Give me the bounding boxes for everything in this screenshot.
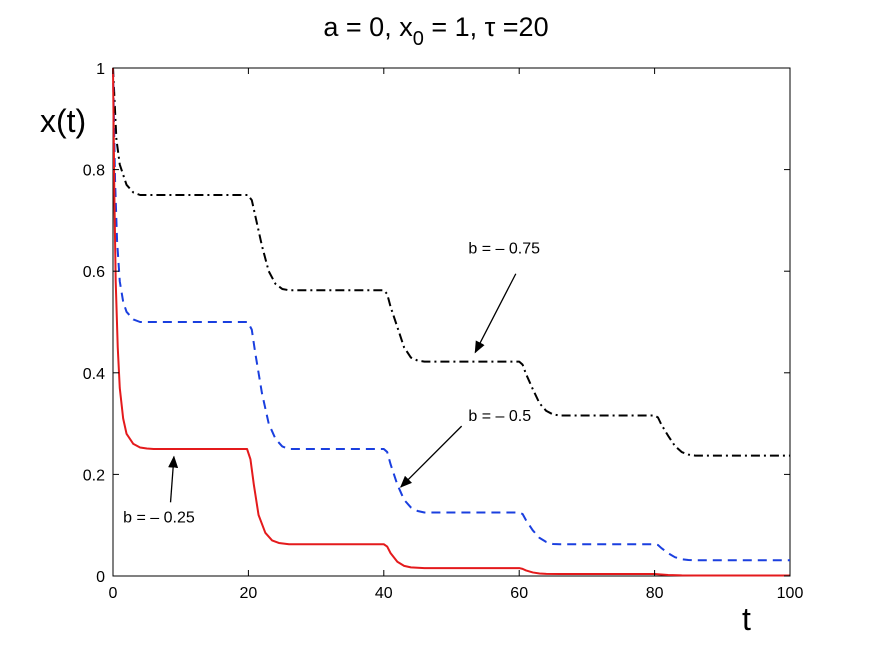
y-tick-label: 0.6 bbox=[83, 264, 105, 281]
series-annotation-label: b = – 0.5 bbox=[468, 408, 531, 425]
y-tick-label: 0.4 bbox=[83, 366, 105, 383]
series-annotation-label: b = – 0.25 bbox=[123, 510, 195, 527]
y-tick-label: 0 bbox=[96, 569, 105, 586]
annotation-layer: b = – 0.75 b = – 0.5 b = – 0.25 bbox=[123, 240, 540, 526]
series-line-2 bbox=[112, 67, 790, 577]
tick-layer: 0 20 40 60 80 100 0 0.2 0.4 0.6 0.8 1 bbox=[83, 61, 804, 602]
y-tick-label: 0.8 bbox=[83, 163, 105, 180]
x-tick-label: 0 bbox=[109, 585, 118, 602]
chart-title: a = 0, x0 = 1, τ =20 bbox=[323, 12, 548, 50]
x-tick-label: 80 bbox=[646, 585, 664, 602]
x-axis-label: t bbox=[742, 601, 751, 637]
x-tick-label: 60 bbox=[510, 585, 528, 602]
series-line-1 bbox=[112, 67, 790, 562]
series-layer bbox=[112, 67, 790, 577]
y-axis-label: x(t) bbox=[40, 103, 86, 139]
x-tick-label: 100 bbox=[777, 585, 804, 602]
y-tick-label: 1 bbox=[96, 61, 105, 78]
series-line-0 bbox=[112, 67, 790, 457]
x-tick-label: 40 bbox=[375, 585, 393, 602]
x-tick-label: 20 bbox=[240, 585, 258, 602]
annotation-arrow bbox=[400, 425, 463, 488]
y-tick-label: 0.2 bbox=[83, 467, 105, 484]
series-annotation-label: b = – 0.75 bbox=[468, 240, 540, 257]
annotation-arrow bbox=[168, 455, 179, 503]
plot-area: b = – 0.75 b = – 0.5 b = – 0.25 bbox=[112, 67, 791, 577]
plot-frame bbox=[112, 67, 791, 577]
annotation-arrow bbox=[474, 273, 517, 354]
chart-title-subscript: 0 bbox=[413, 28, 424, 50]
